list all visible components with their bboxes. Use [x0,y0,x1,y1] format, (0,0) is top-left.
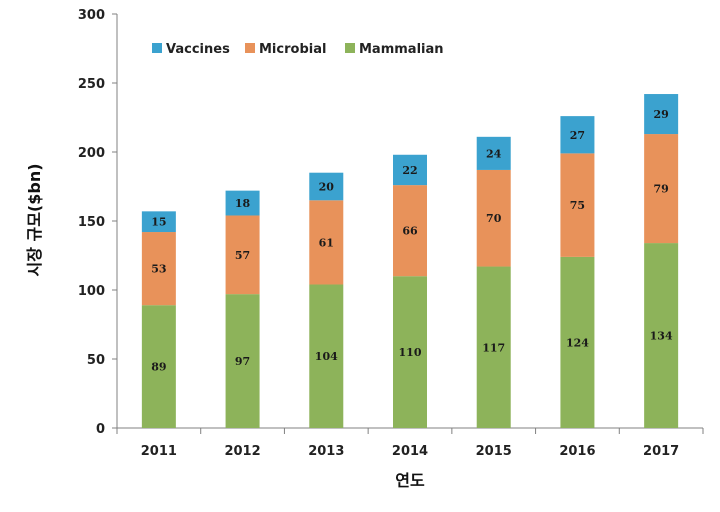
bars: 89 53 15 97 57 18 104 61 20 110 66 22 117 70 24 124 75 27… [141,94,679,428]
data-label: 61 [319,236,334,249]
legend: Vaccines Microbial Mammalian [152,42,444,57]
bar-segment-microbial [141,232,176,306]
bar-segment-microbial [476,169,511,267]
bar-segment-microbial [225,215,260,295]
bar-segment-vaccines [644,94,679,135]
data-label: 22 [402,164,417,177]
y-tick-label: 100 [78,284,105,299]
y-tick-label: 250 [78,77,105,92]
data-label: 134 [650,330,673,343]
bar-segment-microbial [560,153,595,257]
bar-segment-vaccines [225,190,260,216]
y-tick-label: 0 [96,422,105,437]
bar-segment-mammalian [141,305,176,428]
bar-segment-mammalian [309,284,344,428]
data-label: 117 [482,341,505,354]
data-label: 89 [151,361,166,374]
data-label: 20 [319,181,335,194]
bar-segment-mammalian [560,256,595,428]
y-tick-label: 300 [78,8,105,23]
x-tick-label: 2013 [308,444,344,459]
bar-segment-mammalian [393,276,427,428]
x-axis-title: 연도 [395,471,425,490]
bar-segment-vaccines [141,211,176,233]
bar-segment-vaccines [393,154,427,186]
data-label: 97 [235,355,250,368]
data-label: 53 [151,263,166,276]
data-label: 24 [486,147,502,160]
y-tick-label: 50 [87,353,105,368]
y-axis: 0 50 100 150 200 250 300 [78,8,118,437]
x-tick-label: 2017 [643,444,679,459]
data-label: 27 [570,129,585,142]
bar-segment-mammalian [644,243,679,428]
data-label: 70 [486,212,502,225]
bar-segment-microbial [309,200,344,285]
x-tick-label: 2012 [224,444,260,459]
bar-segment-vaccines [309,172,344,201]
data-label: 29 [653,108,668,121]
x-tick-label: 2015 [476,444,512,459]
x-axis: 2011 2012 2013 2014 2015 2016 2017 [116,427,704,459]
y-tick-label: 150 [78,215,105,230]
data-label: 124 [566,336,589,349]
bar-segment-microbial [644,134,679,244]
x-tick-label: 2016 [559,444,595,459]
data-label: 18 [235,197,251,210]
data-label: 104 [315,350,338,363]
data-label: 66 [402,225,418,238]
bar-segment-mammalian [476,266,511,428]
data-label: 110 [399,346,422,359]
bar-segment-mammalian [225,294,260,428]
data-label: 57 [235,249,250,262]
y-tick-label: 200 [78,146,105,161]
legend-swatch-mammalian [345,43,355,53]
data-label: 75 [570,199,585,212]
legend-swatch-vaccines [152,43,162,53]
data-label: 15 [151,216,166,229]
legend-label-mammalian: Mammalian [359,42,444,57]
y-axis-title: 시장 규모($bn) [25,163,44,276]
legend-label-vaccines: Vaccines [166,42,230,57]
legend-label-microbial: Microbial [259,42,326,57]
bar-segment-microbial [393,185,427,277]
legend-swatch-microbial [245,43,255,53]
bar-segment-vaccines [476,136,511,170]
bar-segment-vaccines [560,116,595,154]
x-tick-label: 2011 [141,444,177,459]
data-label: 79 [653,183,668,196]
x-tick-label: 2014 [392,444,428,459]
